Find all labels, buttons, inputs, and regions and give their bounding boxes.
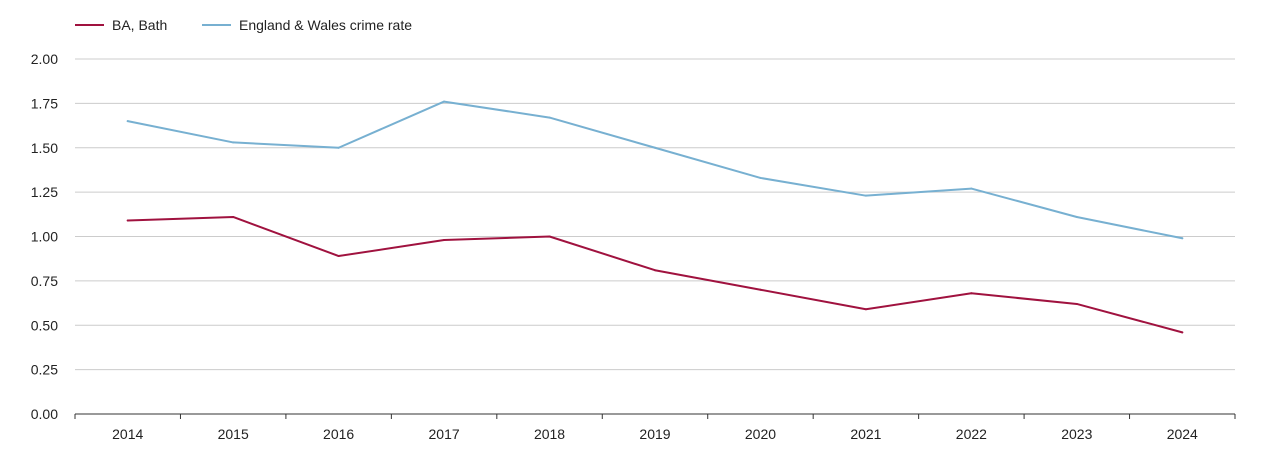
data-point-england-wales-crime-rate — [232, 141, 235, 144]
x-tick-label: 2021 — [850, 426, 881, 442]
y-tick-label: 0.50 — [31, 317, 58, 333]
series-line-ba-bath — [126, 215, 1184, 334]
series-lines — [126, 100, 1184, 334]
y-tick-label: 0.75 — [31, 273, 58, 289]
x-tick-label: 2019 — [639, 426, 670, 442]
gridlines — [75, 58, 1235, 371]
data-point-ba-bath — [970, 292, 973, 295]
x-tick-label: 2022 — [956, 426, 987, 442]
y-axis-ticks: 0.00 0.25 0.50 0.75 1.00 1.25 1.50 1.75 2.00 — [31, 51, 58, 422]
x-tick-label: 2023 — [1061, 426, 1092, 442]
y-tick-label: 2.00 — [31, 51, 58, 67]
data-point-england-wales-crime-rate — [337, 146, 340, 149]
data-point-england-wales-crime-rate — [970, 187, 973, 190]
x-tick-label: 2024 — [1167, 426, 1198, 442]
legend: BA, Bath England & Wales crime rate — [75, 17, 412, 33]
data-point-ba-bath — [1181, 331, 1184, 334]
x-tick-label: 2015 — [218, 426, 249, 442]
data-point-england-wales-crime-rate — [1075, 215, 1078, 218]
data-point-england-wales-crime-rate — [759, 176, 762, 179]
y-tick-label: 1.75 — [31, 95, 58, 111]
x-axis-ticks: 2014 2015 2016 2017 2018 2019 2020 2021 2022 2023… — [74, 414, 1236, 442]
data-point-ba-bath — [1075, 302, 1078, 305]
data-point-england-wales-crime-rate — [443, 100, 446, 103]
y-tick-label: 1.25 — [31, 184, 58, 200]
data-point-england-wales-crime-rate — [864, 194, 867, 197]
y-tick-label: 1.00 — [31, 229, 58, 245]
legend-label-england-wales: England & Wales crime rate — [239, 17, 412, 33]
x-tick-label: 2016 — [323, 426, 354, 442]
y-tick-label: 1.50 — [31, 140, 58, 156]
data-point-ba-bath — [232, 215, 235, 218]
data-point-ba-bath — [126, 219, 129, 222]
data-point-ba-bath — [759, 288, 762, 291]
x-tick-label: 2014 — [112, 426, 143, 442]
data-point-england-wales-crime-rate — [654, 146, 656, 149]
x-tick-label: 2020 — [745, 426, 776, 442]
x-tick-label: 2018 — [534, 426, 565, 442]
data-point-ba-bath — [864, 308, 867, 311]
y-tick-label: 0.25 — [31, 362, 58, 378]
series-line-england-wales-crime-rate — [126, 100, 1184, 240]
data-point-ba-bath — [443, 239, 446, 242]
data-point-ba-bath — [654, 269, 656, 272]
x-tick-label: 2017 — [429, 426, 460, 442]
data-point-england-wales-crime-rate — [548, 116, 551, 119]
data-point-ba-bath — [548, 235, 551, 238]
data-point-england-wales-crime-rate — [1181, 237, 1184, 240]
data-point-ba-bath — [337, 255, 340, 258]
data-point-england-wales-crime-rate — [126, 120, 129, 123]
legend-label-ba-bath: BA, Bath — [112, 17, 167, 33]
y-tick-label: 0.00 — [31, 406, 58, 422]
